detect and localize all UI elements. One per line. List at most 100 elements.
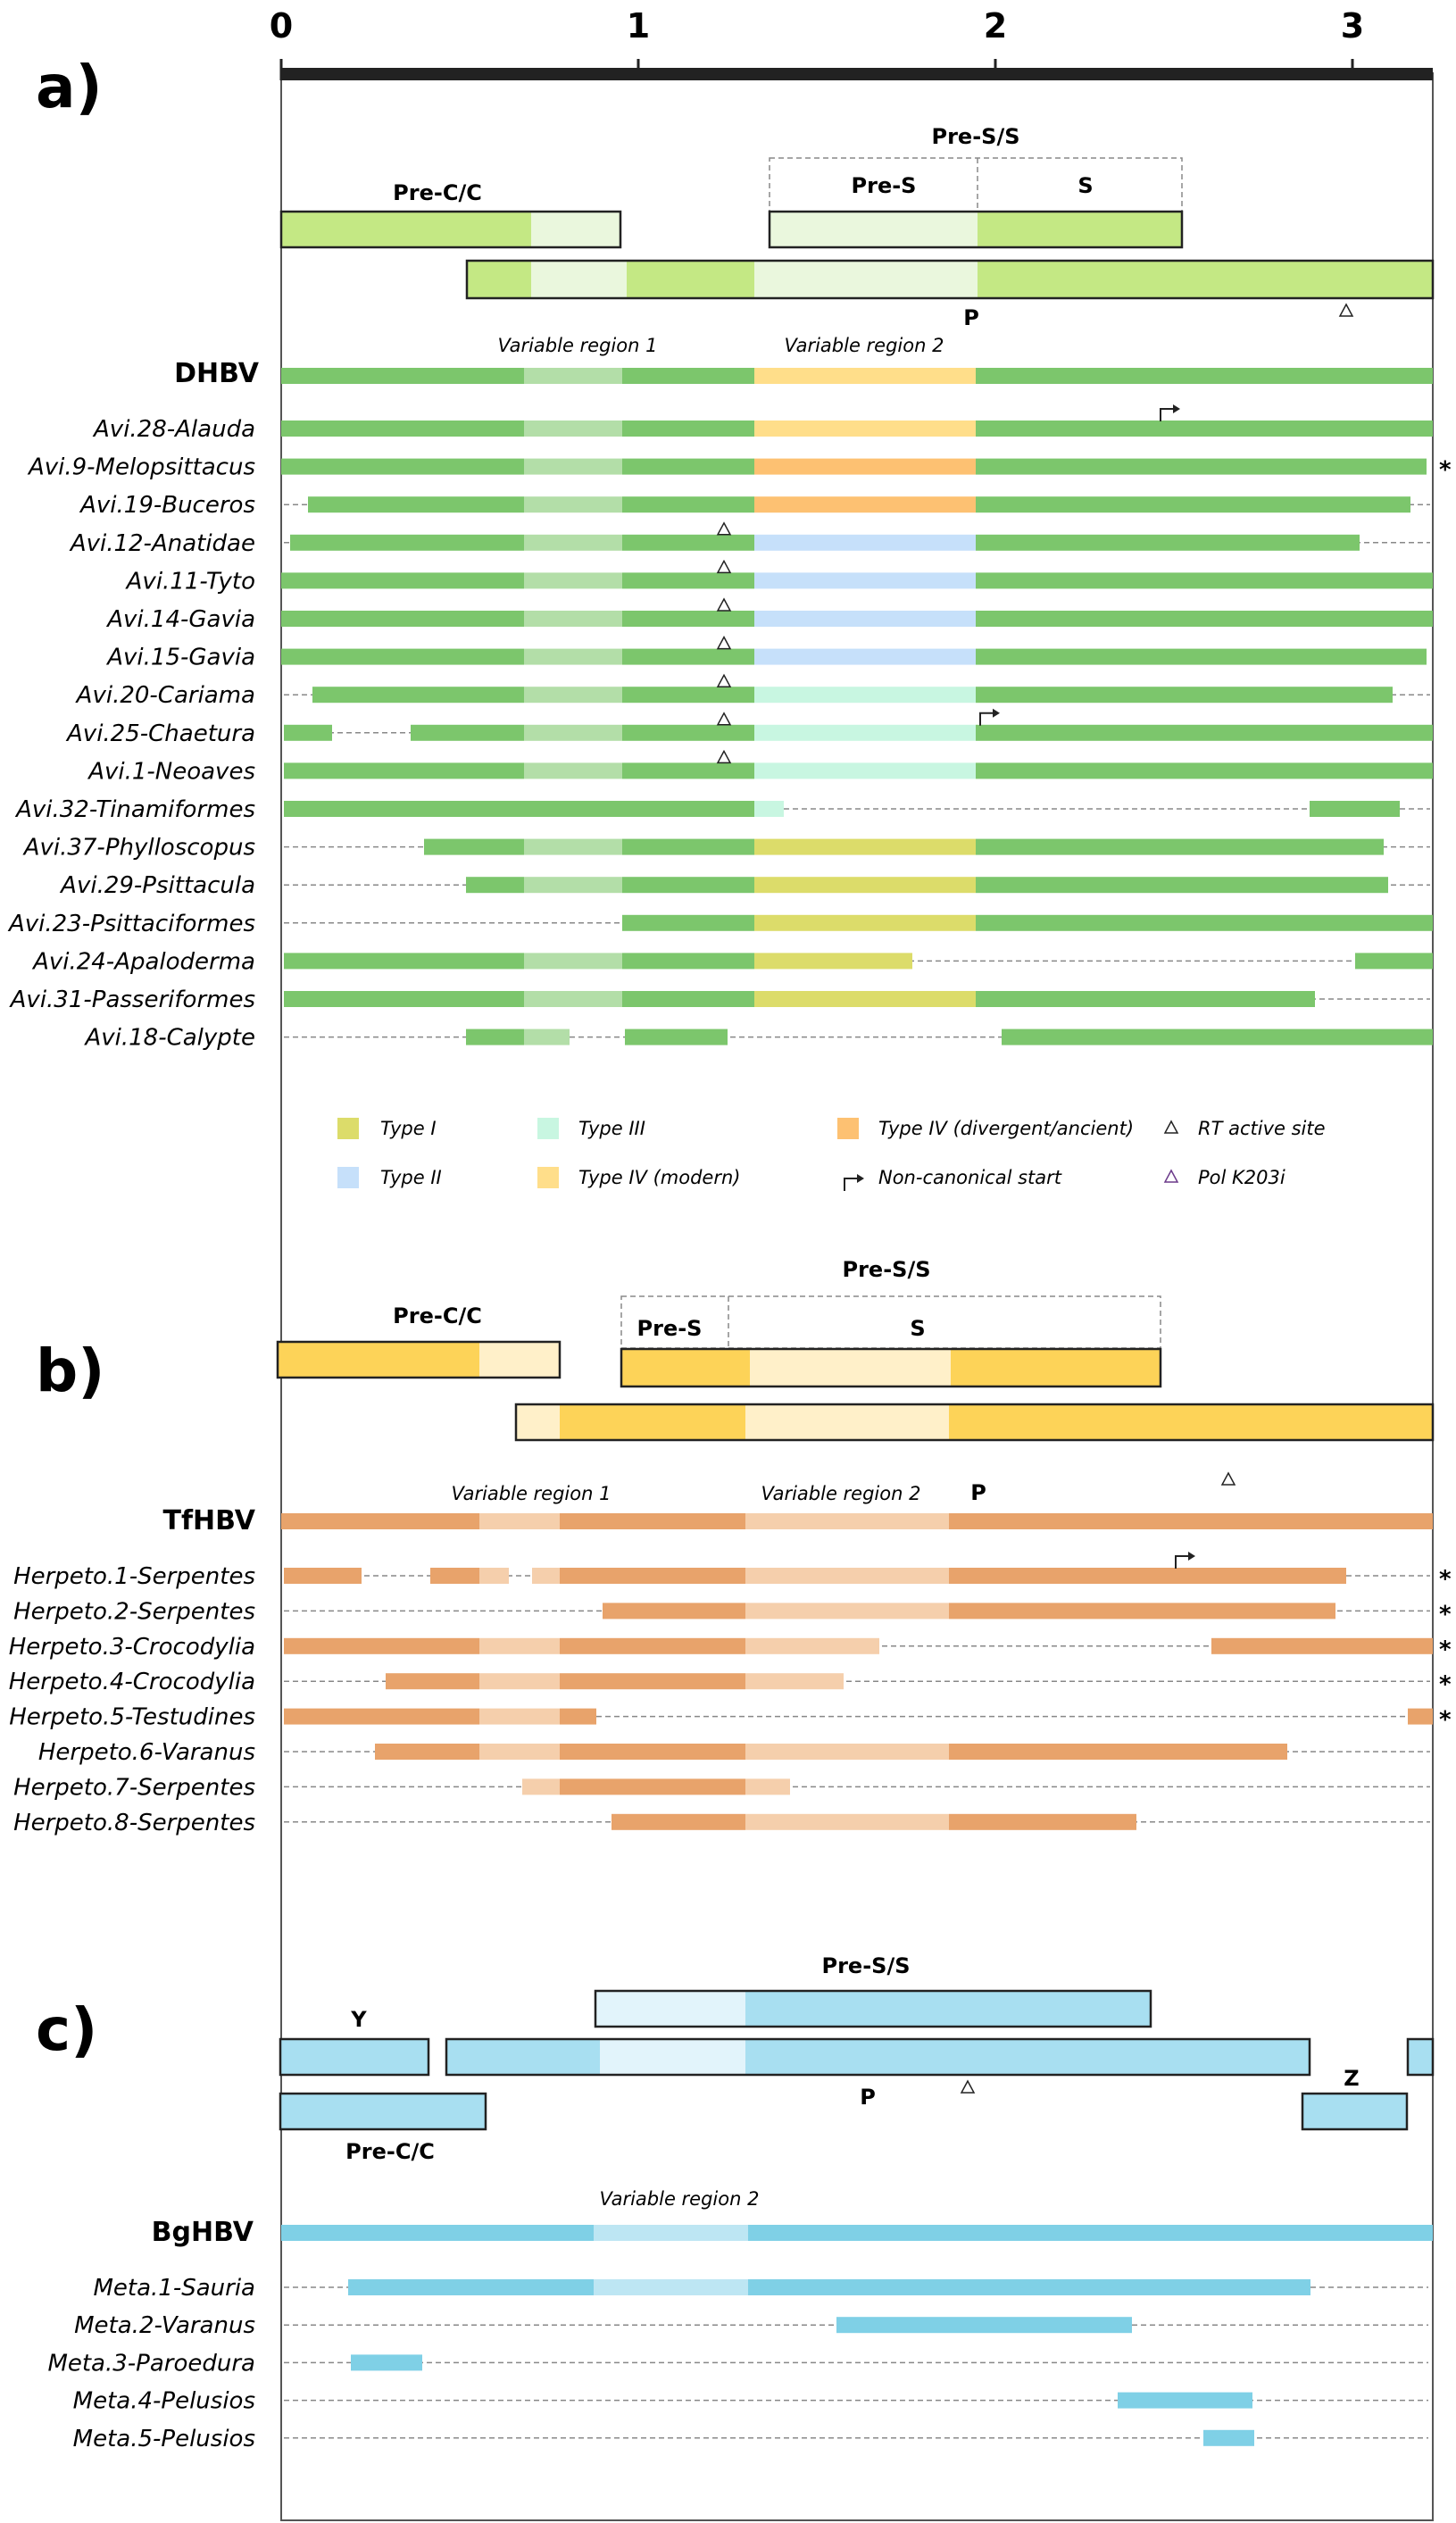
row-label: Avi.23-Psittaciformes (7, 911, 255, 937)
sequence-segment (754, 762, 976, 779)
nc-start-arrow-icon (1173, 404, 1180, 413)
row-label: Herpeto.2-Serpentes (13, 1598, 255, 1625)
sequence-segment (466, 877, 524, 894)
sequence-segment (560, 1673, 745, 1690)
asterisk-marker: * (1439, 457, 1452, 484)
sequence-segment (622, 534, 754, 551)
sequence-segment (622, 991, 754, 1007)
sequence-segment (754, 914, 976, 931)
sequence-segment (284, 801, 754, 817)
sequence-segment (1002, 1028, 1433, 1045)
gene-p (445, 2037, 1311, 2077)
row-label: Avi.19-Buceros (79, 492, 255, 519)
sequence-segment (754, 572, 976, 589)
gene-z (1301, 2092, 1409, 2131)
gene-pres-s (594, 1989, 1152, 2028)
row-label: Meta.4-Pelusios (73, 2388, 255, 2415)
sequence-segment (524, 611, 622, 627)
variable-region-2-label: Variable region 2 (600, 2188, 760, 2210)
sequence-segment (560, 1637, 745, 1654)
sequence-segment (976, 724, 1433, 741)
row-label: Avi.20-Cariama (75, 682, 255, 709)
sequence-segment (949, 1744, 1287, 1760)
sequence-segment (622, 420, 754, 437)
row-label: Avi.12-Anatidae (69, 530, 255, 557)
sequence-segment (976, 611, 1433, 627)
sequence-segment (622, 611, 754, 627)
legend-label: Type III (578, 1118, 645, 1139)
tick-label: 0 (270, 6, 293, 46)
sequence-segment (612, 1813, 745, 1830)
sequence-segment (622, 762, 754, 779)
sequence-segment (560, 1568, 745, 1584)
sequence-segment (976, 458, 1427, 475)
row-label: Avi.24-Apaloderma (31, 948, 255, 975)
sequence-segment (976, 877, 1388, 894)
tick-label: 1 (627, 6, 650, 46)
gene-label-p: P (970, 1480, 986, 1505)
sequence-segment (622, 838, 754, 855)
rt-site-icon (716, 636, 732, 650)
gene-label-p: P (860, 2085, 876, 2110)
reference-track (281, 368, 1433, 384)
gene-label-y: Y (350, 2007, 367, 2032)
sequence-segment (949, 1568, 1346, 1584)
row-label: Avi.31-Passeriformes (9, 987, 255, 1013)
rt-site-icon (716, 521, 732, 536)
sequence-segment (976, 991, 1315, 1007)
sequence-segment (524, 991, 622, 1007)
asterisk-marker: * (1439, 1671, 1452, 1698)
sequence-segment (424, 838, 524, 855)
gene-label-z: Z (1344, 2066, 1359, 2091)
sequence-segment (622, 648, 754, 665)
sequence-segment (386, 1673, 479, 1690)
sequence-segment (284, 762, 524, 779)
asterisk-marker: * (1439, 1636, 1452, 1663)
legend-label: Type I (380, 1118, 437, 1139)
row-label: Avi.18-Calypte (83, 1025, 255, 1052)
row-label: Meta.3-Paroedura (47, 2350, 255, 2377)
row-label: Meta.2-Varanus (74, 2312, 255, 2339)
sequence-segment (754, 496, 976, 513)
sequence-segment (1355, 953, 1433, 970)
row-label: Avi.25-Chaetura (65, 720, 255, 747)
rt-site-icon (1220, 1471, 1236, 1486)
legend-swatch-type4-div (837, 1118, 859, 1139)
sequence-segment (745, 1744, 949, 1760)
row-label: Avi.32-Tinamiformes (14, 796, 255, 823)
sequence-segment (524, 496, 622, 513)
tick-label: 2 (984, 6, 1007, 46)
gene-label-pres: Pre-S (852, 173, 917, 198)
sequence-segment (479, 1673, 560, 1690)
sequence-segment (754, 877, 976, 894)
gene-label-s: S (1077, 173, 1093, 198)
reference-track (281, 1513, 1433, 1529)
sequence-segment (284, 724, 332, 741)
sequence-segment (622, 724, 754, 741)
legend-label: Type IV (modern) (578, 1167, 740, 1188)
sequence-segment (622, 458, 754, 475)
sequence-segment (281, 611, 524, 627)
sequence-segment (281, 648, 524, 665)
legend-label: Non-canonical start (878, 1167, 1062, 1188)
sequence-segment (348, 2279, 594, 2295)
sequence-segment (524, 838, 622, 855)
row-label: Herpeto.8-Serpentes (13, 1810, 255, 1836)
asterisk-marker: * (1439, 1707, 1452, 1734)
gene-pres-s (768, 210, 1184, 249)
legend-swatch-type3 (537, 1118, 559, 1139)
sequence-segment (281, 458, 524, 475)
sequence-segment (308, 496, 524, 513)
sequence-segment (479, 1637, 560, 1654)
row-label: Avi.37-Phylloscopus (22, 835, 255, 862)
sequence-segment (560, 1744, 745, 1760)
sequence-segment (754, 687, 976, 704)
sequence-segment (976, 572, 1433, 589)
row-label: Avi.1-Neoaves (87, 758, 255, 785)
row-label: Meta.1-Sauria (93, 2275, 255, 2302)
gene-p-end (1406, 2037, 1435, 2077)
reference-label: TfHBV (163, 1505, 256, 1536)
rt-site-icon (716, 597, 732, 612)
sequence-segment (524, 1028, 570, 1045)
